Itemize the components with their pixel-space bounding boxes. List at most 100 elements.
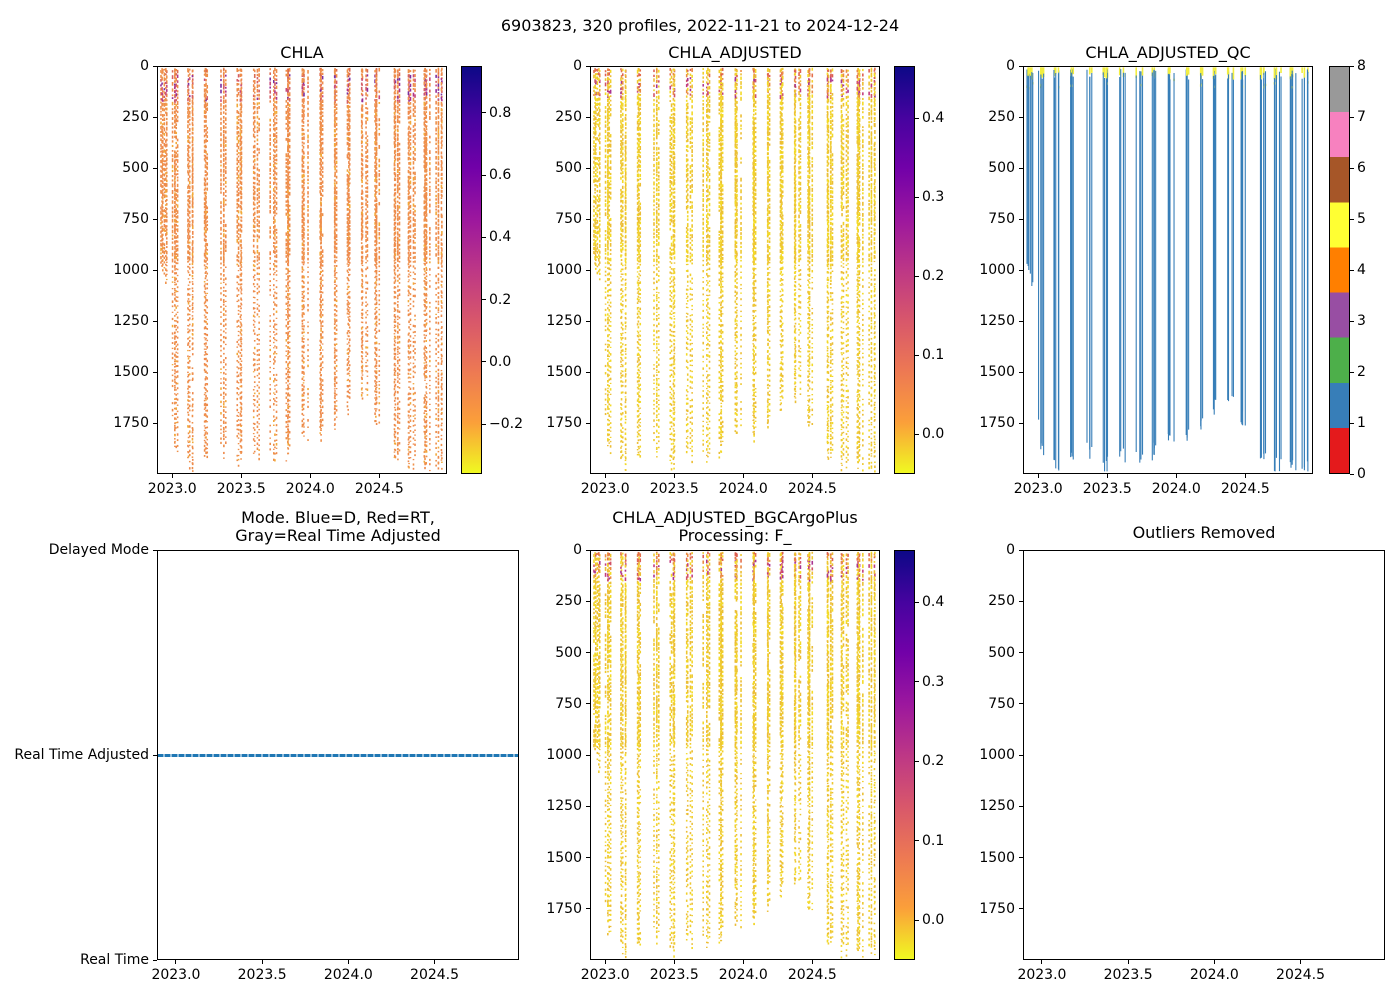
subplot-outliers-title: Outliers Removed bbox=[1132, 523, 1276, 542]
chla_adjusted_qc-y-tick-label: 750 bbox=[988, 211, 1015, 227]
outliers-y-tick bbox=[1019, 754, 1023, 756]
outliers-x-tick bbox=[1127, 960, 1129, 964]
chla_adjusted_qc-x-tick-label: 2024.0 bbox=[1151, 481, 1201, 497]
bgc-colorbar bbox=[894, 550, 915, 960]
mode-x-tick bbox=[347, 960, 349, 964]
chla_adjusted_qc-y-tick-label: 0 bbox=[1006, 58, 1015, 74]
bgc-y-tick-label: 1250 bbox=[546, 798, 582, 815]
chla_adjusted-x-tick bbox=[811, 474, 813, 478]
chla_adjusted_qc-y-tick bbox=[1019, 422, 1023, 424]
bgc-y-tick bbox=[586, 652, 590, 653]
chla_adjusted_qc-x-tick bbox=[1175, 474, 1177, 478]
chla-y-tick bbox=[153, 167, 157, 169]
bgc-y-tick bbox=[586, 857, 590, 858]
chla_adjusted_qc-x-tick bbox=[1244, 474, 1246, 478]
chla-y-tick-label: 1000 bbox=[113, 262, 149, 278]
chla_adjusted_qc-y-tick-label: 1250 bbox=[979, 313, 1015, 329]
chla-colorbar-tick-label: 0.8 bbox=[489, 104, 512, 121]
bgc-y-tick bbox=[586, 600, 590, 602]
chla_adjusted-y-tick bbox=[586, 320, 590, 322]
chla_adjusted_qc-colorbar-tick bbox=[1350, 269, 1354, 271]
bgc-x-tick-label: 2024.5 bbox=[787, 967, 837, 983]
chla_adjusted-x-tick bbox=[673, 474, 675, 478]
chla_adjusted_qc-colorbar-tick-label: 4 bbox=[1357, 262, 1366, 278]
outliers-x-tick bbox=[1041, 960, 1043, 964]
chla_adjusted_qc-y-tick-label: 1500 bbox=[979, 364, 1015, 380]
outliers-axes bbox=[1023, 550, 1385, 960]
chla_adjusted-colorbar-tick-label: 0.4 bbox=[922, 110, 945, 127]
chla_adjusted-x-tick bbox=[604, 474, 606, 478]
bgc-colorbar-tick bbox=[915, 760, 919, 762]
chla_adjusted-colorbar-tick-label: 0.2 bbox=[922, 268, 945, 285]
outliers-y-tick bbox=[1019, 600, 1023, 602]
mode-x-tick bbox=[434, 960, 436, 964]
outliers-y-tick bbox=[1019, 805, 1023, 807]
bgc-colorbar-tick bbox=[915, 681, 919, 683]
bgc-y-tick bbox=[586, 549, 590, 551]
bgc-y-tick-label: 750 bbox=[555, 695, 582, 712]
chla_adjusted_qc-colorbar-tick bbox=[1350, 371, 1354, 373]
mode-x-tick bbox=[261, 960, 263, 964]
chla-y-tick-label: 1500 bbox=[113, 364, 149, 380]
chla_adjusted_qc-y-tick bbox=[1019, 218, 1023, 220]
outliers-y-tick-label: 1250 bbox=[979, 798, 1015, 815]
chla_adjusted_qc-y-tick-label: 500 bbox=[988, 160, 1015, 176]
chla_adjusted_qc-y-tick bbox=[1019, 320, 1023, 322]
chla-colorbar-tick bbox=[482, 174, 486, 176]
bgc-y-tick bbox=[586, 805, 590, 807]
outliers-x-tick-label: 2023.5 bbox=[1103, 967, 1153, 983]
chla-y-tick-label: 1750 bbox=[113, 415, 149, 431]
chla_adjusted-y-tick-label: 1250 bbox=[546, 313, 582, 329]
bgc-y-tick-label: 1000 bbox=[546, 747, 582, 763]
chla_adjusted-y-tick bbox=[586, 65, 590, 67]
chla_adjusted-y-tick-label: 1750 bbox=[546, 415, 582, 431]
outliers-y-tick-label: 0 bbox=[1006, 542, 1015, 558]
chla-y-tick-label: 1250 bbox=[113, 313, 149, 329]
chla_adjusted_qc-colorbar-tick-label: 2 bbox=[1357, 364, 1366, 380]
chla_adjusted-y-tick bbox=[586, 116, 590, 118]
chla_adjusted-colorbar-tick bbox=[915, 196, 919, 198]
subplot-mode-title-line1: Mode. Blue=D, Red=RT, bbox=[241, 508, 435, 527]
mode-y-tick bbox=[153, 549, 157, 551]
chla-y-tick bbox=[153, 371, 157, 373]
mode-y-tick bbox=[153, 959, 157, 961]
bgc-y-tick-label: 1750 bbox=[546, 900, 582, 917]
chla-x-tick bbox=[309, 474, 311, 478]
bgc-scatter-canvas bbox=[591, 551, 879, 959]
chla_adjusted_qc-colorbar-tick-label: 5 bbox=[1357, 211, 1366, 227]
chla_adjusted-y-tick-label: 250 bbox=[555, 109, 582, 125]
chla_adjusted_qc-colorbar-tick bbox=[1350, 116, 1354, 118]
chla_adjusted-colorbar-tick-label: 0.0 bbox=[922, 426, 945, 443]
bgc-colorbar-tick bbox=[915, 840, 919, 842]
chla_adjusted-y-tick-label: 500 bbox=[555, 160, 582, 176]
bgc-colorbar-tick-label: 0.1 bbox=[922, 832, 945, 849]
chla_adjusted_qc-y-tick bbox=[1019, 116, 1023, 118]
chla-colorbar-tick-label: 0.4 bbox=[489, 229, 512, 246]
chla_adjusted-y-tick bbox=[586, 371, 590, 373]
outliers-y-tick-label: 1000 bbox=[979, 747, 1015, 763]
subplot-chla-adjusted-title: CHLA_ADJUSTED bbox=[668, 43, 802, 62]
chla-colorbar-tick bbox=[482, 299, 486, 301]
bgc-colorbar-tick-label: 0.3 bbox=[922, 673, 945, 690]
chla_adjusted-y-tick bbox=[586, 269, 590, 271]
subplot-bgc-title: CHLA_ADJUSTED_BGCArgoPlus Processing: F_ bbox=[590, 509, 880, 544]
chla_adjusted-y-tick bbox=[586, 218, 590, 220]
outliers-y-tick bbox=[1019, 857, 1023, 858]
chla_adjusted_qc-y-tick-label: 1000 bbox=[979, 262, 1015, 278]
chla-x-tick-label: 2024.5 bbox=[354, 481, 404, 497]
chla_adjusted-colorbar-tick bbox=[915, 275, 919, 277]
chla-y-tick bbox=[153, 218, 157, 220]
chla-x-tick bbox=[378, 474, 380, 478]
outliers-y-tick bbox=[1019, 703, 1023, 705]
subplot-mode-title: Mode. Blue=D, Red=RT, Gray=Real Time Adj… bbox=[157, 509, 519, 544]
chla-x-tick-label: 2023.0 bbox=[147, 481, 197, 497]
chla-y-tick-label: 500 bbox=[122, 160, 149, 176]
chla-x-tick bbox=[171, 474, 173, 478]
chla-y-tick-label: 0 bbox=[140, 58, 149, 74]
chla-colorbar-tick-label: −0.2 bbox=[489, 416, 523, 433]
chla_adjusted-scatter-canvas bbox=[591, 67, 879, 473]
chla_adjusted_qc-y-tick bbox=[1019, 167, 1023, 169]
mode-x-tick-label: 2024.0 bbox=[323, 967, 373, 983]
outliers-x-tick-label: 2024.0 bbox=[1189, 967, 1239, 983]
